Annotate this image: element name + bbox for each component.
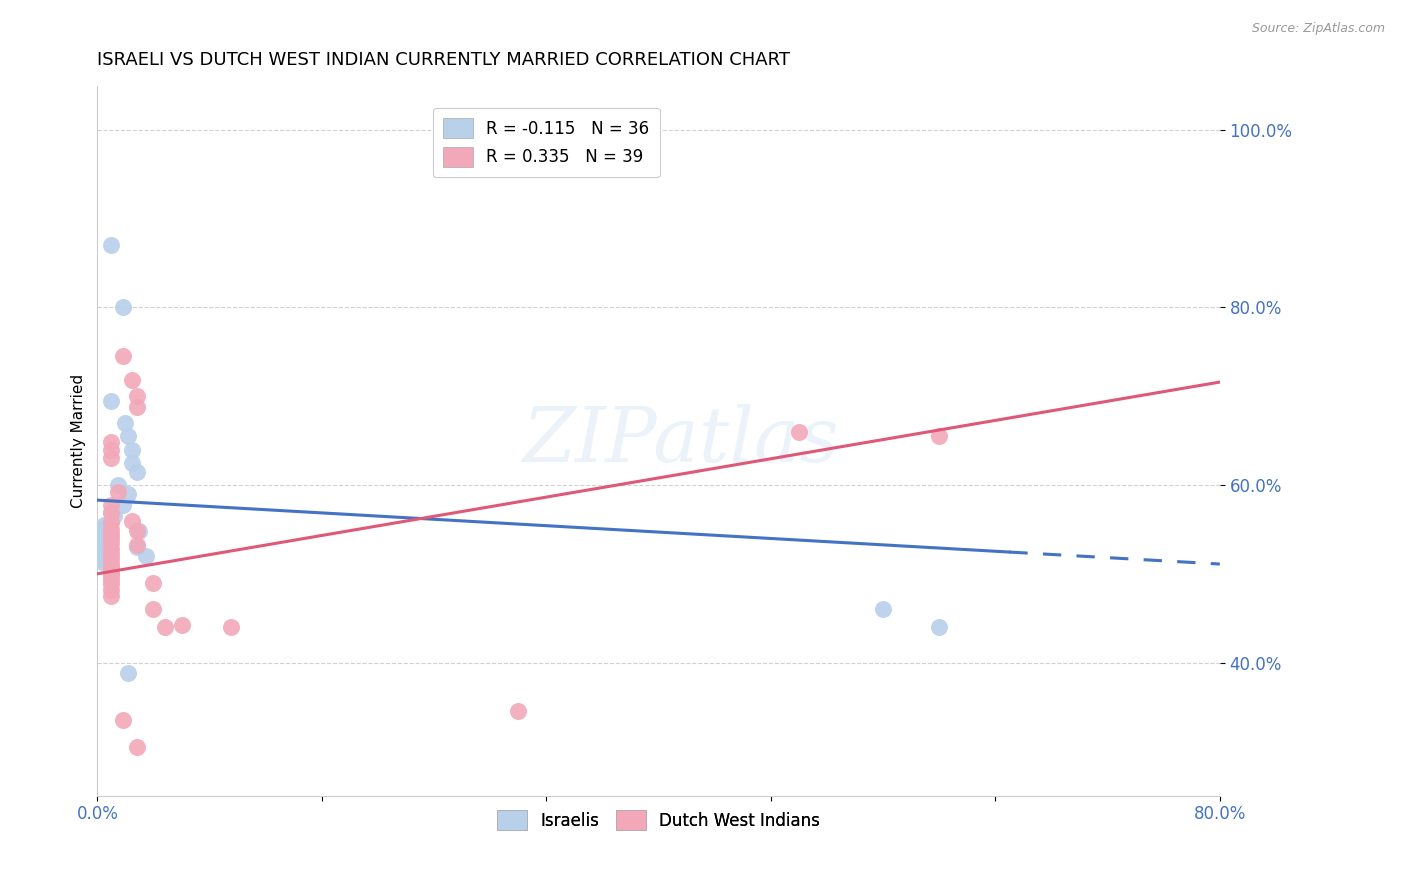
- Point: [100, 556, 122, 570]
- Point: [125, 389, 148, 403]
- Point: [121, 442, 143, 457]
- Point: [93, 535, 115, 549]
- Point: [100, 523, 122, 537]
- Point: [107, 478, 129, 492]
- Point: [100, 577, 122, 591]
- Point: [787, 425, 810, 439]
- Point: [100, 507, 122, 521]
- Point: [135, 549, 157, 563]
- Point: [128, 524, 150, 539]
- Point: [125, 524, 148, 539]
- Point: [93, 545, 115, 559]
- Point: [93, 521, 115, 535]
- Point: [100, 435, 122, 450]
- Point: [93, 524, 115, 539]
- Point: [100, 238, 122, 252]
- Point: [100, 559, 122, 574]
- Point: [100, 589, 122, 603]
- Point: [93, 553, 115, 567]
- Point: [928, 429, 950, 443]
- Point: [508, 705, 530, 719]
- Point: [872, 602, 894, 616]
- Point: [111, 349, 134, 363]
- Point: [93, 533, 115, 547]
- Point: [121, 514, 143, 528]
- Point: [93, 518, 115, 533]
- Point: [100, 535, 122, 549]
- Point: [93, 548, 115, 562]
- Point: [125, 400, 148, 414]
- Point: [93, 556, 115, 570]
- Point: [125, 465, 148, 479]
- Point: [100, 568, 122, 582]
- Point: [100, 451, 122, 466]
- Point: [100, 442, 122, 457]
- Point: [153, 620, 176, 634]
- Point: [117, 666, 139, 681]
- Point: [121, 456, 143, 470]
- Point: [125, 538, 148, 552]
- Point: [103, 509, 125, 524]
- Point: [93, 540, 115, 554]
- Point: [107, 485, 129, 500]
- Point: [100, 516, 122, 530]
- Point: [100, 566, 122, 581]
- Y-axis label: Currently Married: Currently Married: [72, 374, 86, 508]
- Point: [142, 602, 165, 616]
- Point: [928, 620, 950, 634]
- Point: [93, 529, 115, 543]
- Point: [100, 393, 122, 408]
- Point: [111, 301, 134, 315]
- Point: [100, 526, 122, 541]
- Point: [100, 541, 122, 556]
- Point: [111, 714, 134, 728]
- Point: [100, 582, 122, 597]
- Point: [121, 373, 143, 387]
- Point: [114, 416, 136, 430]
- Text: ISRAELI VS DUTCH WEST INDIAN CURRENTLY MARRIED CORRELATION CHART: ISRAELI VS DUTCH WEST INDIAN CURRENTLY M…: [97, 51, 790, 69]
- Point: [170, 618, 193, 632]
- Point: [142, 575, 165, 590]
- Point: [219, 620, 242, 634]
- Point: [100, 573, 122, 587]
- Point: [100, 565, 122, 579]
- Point: [111, 498, 134, 512]
- Point: [117, 429, 139, 443]
- Point: [93, 542, 115, 557]
- Point: [125, 540, 148, 554]
- Point: [100, 498, 122, 512]
- Point: [100, 531, 122, 545]
- Point: [117, 487, 139, 501]
- Text: Source: ZipAtlas.com: Source: ZipAtlas.com: [1251, 22, 1385, 36]
- Legend: Israelis, Dutch West Indians: Israelis, Dutch West Indians: [491, 804, 827, 837]
- Text: ZIPatlas: ZIPatlas: [523, 404, 839, 477]
- Point: [100, 505, 122, 519]
- Point: [93, 526, 115, 541]
- Point: [100, 550, 122, 565]
- Point: [100, 547, 122, 561]
- Point: [93, 550, 115, 565]
- Point: [100, 516, 122, 530]
- Point: [100, 562, 122, 576]
- Point: [125, 739, 148, 754]
